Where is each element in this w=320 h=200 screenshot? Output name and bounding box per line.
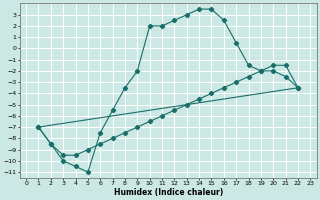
X-axis label: Humidex (Indice chaleur): Humidex (Indice chaleur) (114, 188, 223, 197)
